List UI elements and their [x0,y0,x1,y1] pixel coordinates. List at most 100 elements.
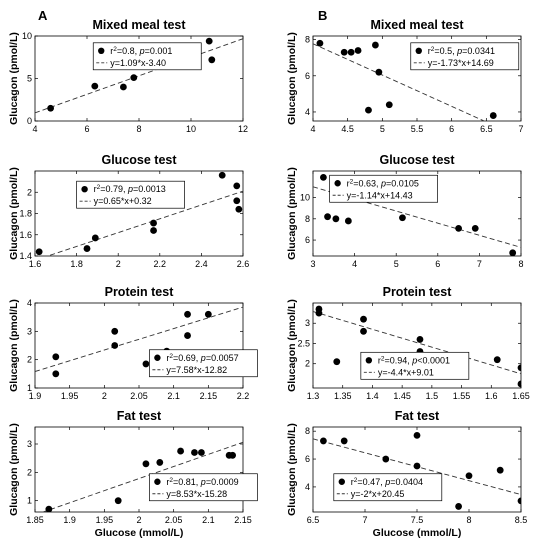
y-tick-label: 2.5 [297,338,310,348]
data-point [204,310,212,318]
x-tick-label: 8.5 [515,515,528,525]
legend-marker [154,478,161,485]
data-point [413,462,421,470]
fit-line [35,38,243,114]
legend-r2-sup: 2 [169,353,173,360]
data-point [208,56,216,64]
data-point [333,358,341,366]
data-point [315,309,323,317]
y-tick-label: 2 [305,359,310,369]
x-tick-label: 1.65 [512,391,530,401]
legend-r2-sup: 2 [354,477,358,484]
chart-title: Mixed meal test [370,18,464,32]
legend-box [92,42,202,71]
legend-box [149,349,258,378]
x-tick-label: 4 [310,124,315,134]
legend-r2-value: =0.81, [173,477,201,487]
legend-r2-value: =0.8, [117,46,140,56]
legend-r2-prefix: r [347,178,350,188]
x-tick-label: 7.5 [411,515,424,525]
y-tick-label: 2 [27,467,32,477]
legend-r2-prefix: r [428,46,431,56]
x-tick-label: 4.5 [341,124,354,134]
data-point [35,248,43,256]
x-tick-label: 4 [32,124,37,134]
x-tick-label: 1.55 [453,391,471,401]
chart-title: Fat test [117,409,162,423]
legend-r2-sup: 2 [431,46,435,53]
data-point [360,315,367,323]
x-tick-label: 1.4 [366,391,379,401]
legend-stat: r2=0.81, p=0.0009 [166,477,238,487]
legend-box [329,174,438,203]
data-point [120,83,127,91]
x-tick-label: 2.05 [165,515,183,525]
y-tick-label: 8 [305,214,310,224]
plot-frame [312,302,522,389]
data-point [385,101,393,109]
x-tick-label: 12 [238,124,248,134]
x-tick-label: 6.5 [307,515,320,525]
data-point [372,41,379,49]
legend-stat: r2=0.5, p=0.0341 [428,46,495,56]
y-axis-label: Glucagon (pmol/L) [8,299,20,392]
data-point [465,472,473,480]
legend-r2-prefix: r [378,355,381,365]
data-point [471,224,479,232]
data-point [233,197,241,205]
legend-r2-value: =0.69, [173,353,201,363]
data-point [320,173,327,181]
legend-equation: y=-4.4*x+9.01 [378,367,434,377]
data-point [111,342,119,349]
data-point [332,215,340,223]
y-tick-label: 1 [27,383,32,393]
x-tick-label: 7 [518,124,523,134]
x-tick-label: 1.9 [29,391,42,401]
x-tick-label: 2.6 [237,259,250,269]
data-point [517,364,521,372]
x-tick-label: 5 [380,124,385,134]
chart-6: Protein test 1.3 1.35 1.4 1.45 1.5 1.55 1.6 1.65… [286,285,530,401]
legend-stat: r2=0.94, p<0.0001 [378,355,450,365]
fit-line [41,441,243,512]
data-point [130,74,138,82]
data-point [517,497,521,505]
y-axis-label: Glucagon (pmol/L) [8,167,20,260]
y-tick-label: 10 [300,193,310,203]
x-tick-label: 8 [466,515,471,525]
y-tick-label: 4 [305,482,310,492]
x-tick-label: 1.95 [96,515,114,525]
data-point [324,213,331,221]
y-tick-label: 6 [305,71,310,81]
y-axis-label: Glucagon (pmol/L) [8,423,20,516]
legend-equation: y=-1.14*x+14.43 [347,190,413,200]
data-point [365,106,372,114]
data-point [198,449,205,456]
legend-r2-sup: 2 [113,46,117,53]
y-tick-label: 1.4 [19,251,32,261]
legend-p-symbol: p [127,184,133,194]
legend-stat: r2=0.69, p=0.0057 [166,353,238,363]
x-tick-label: 2 [136,515,141,525]
y-tick-label: 1.8 [19,209,32,219]
legend-marker [81,186,88,193]
data-point [493,356,501,364]
y-tick-label: 0 [27,116,32,126]
x-tick-label: 6.5 [480,124,493,134]
y-tick-label: 10 [22,31,32,41]
chart-7: Fat test 1.85 1.9 1.95 2 2.05 2.1 2.15 1 2 3 Glucag… [8,409,258,539]
legend-p-symbol: p [384,477,390,487]
x-tick-label: 1.6 [485,391,498,401]
x-tick-label: 6 [449,124,454,134]
legend-stat: r2=0.63, p=0.0105 [347,178,419,188]
data-point [340,437,348,445]
data-point [399,214,406,222]
legend-r2-value: =0.5, [434,46,457,56]
legend-p-symbol: p [200,353,206,363]
x-tick-label: 5.5 [411,124,424,134]
legend-p-value: =0.0105 [386,178,419,188]
x-tick-label: 2.15 [200,391,218,401]
x-tick-label: 1.35 [334,391,352,401]
